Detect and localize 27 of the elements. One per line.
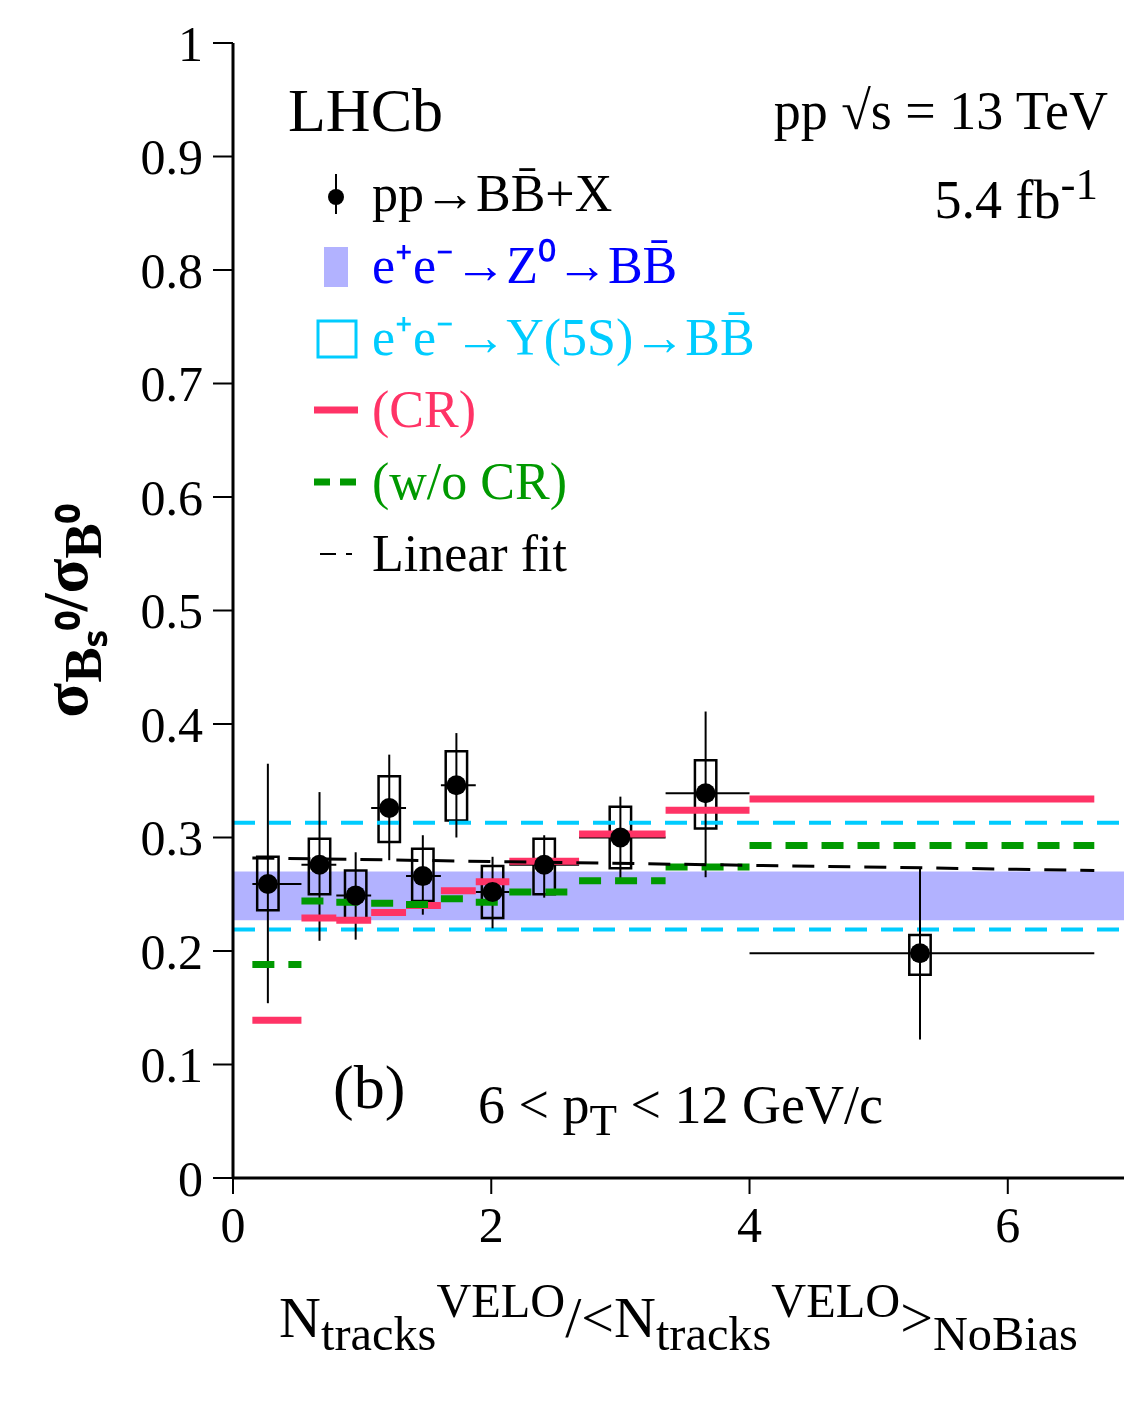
legend-label: pp→BB̄+X — [372, 164, 613, 224]
annotation: 6 < p$_{T}$ < 12 GeV/c — [478, 1075, 883, 1146]
x-tick-label: 0 — [220, 1196, 246, 1253]
legend-label: e⁺e⁻→Z⁰→BB̄ — [372, 236, 678, 296]
annotation: LHCb — [288, 76, 443, 145]
x-axis-title: N$_{tracks}$$^{VELO}$/<N$_{tracks}$$^{VELO}$>$_{NoBias}$ — [278, 1273, 1079, 1361]
y-tick-label: 1 — [178, 15, 203, 72]
y-tick-label: 0.5 — [140, 583, 203, 640]
y-tick-label: 0.1 — [140, 1037, 203, 1094]
y-tick-label: 0.3 — [140, 810, 203, 867]
x-tick-label: 2 — [478, 1196, 504, 1253]
y-tick-label: 0 — [178, 1150, 203, 1207]
x-tick-label: 4 — [737, 1196, 763, 1253]
annotation: pp √s = 13 TeV — [773, 81, 1108, 142]
annotation: (b) — [333, 1053, 406, 1122]
y-tick-label: 0.8 — [140, 242, 203, 299]
y-tick-label: 0.2 — [140, 923, 203, 980]
y-tick-label: 0.7 — [140, 356, 203, 413]
legend-label: (w/o CR) — [372, 452, 567, 512]
y-tick-label: 0.9 — [140, 129, 203, 186]
y-tick-label: 0.6 — [140, 469, 203, 526]
legend-label: (CR) — [372, 380, 476, 440]
y-tick-label: 0.4 — [140, 696, 203, 753]
x-tick-label: 6 — [995, 1196, 1021, 1253]
legend-label: Linear fit — [372, 524, 567, 584]
legend-label: e⁺e⁻→Υ(5S)→BB̄ — [372, 308, 755, 368]
annotation: 5.4 fb$^{-1}$ — [934, 159, 1098, 231]
